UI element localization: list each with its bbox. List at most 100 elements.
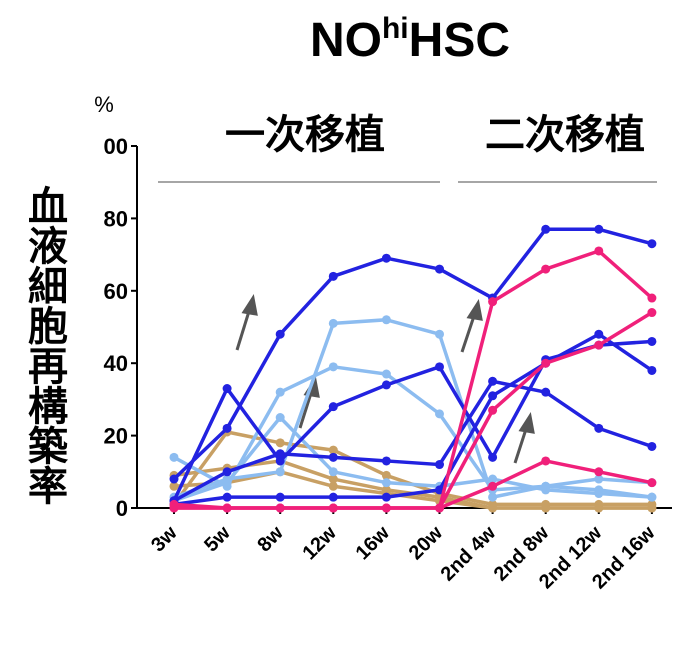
series <box>169 224 657 484</box>
data-point <box>647 503 657 513</box>
data-point <box>328 481 338 491</box>
data-point <box>275 503 285 513</box>
data-point <box>328 492 338 502</box>
data-point <box>647 365 657 375</box>
data-point <box>381 456 391 466</box>
data-point <box>381 369 391 379</box>
arrow-head <box>466 299 483 321</box>
data-point <box>275 492 285 502</box>
data-point <box>328 474 338 484</box>
series <box>169 362 657 495</box>
data-point <box>435 409 444 419</box>
annotation: 一次移植 <box>225 113 385 157</box>
data-point <box>328 445 338 455</box>
y-tick-label: 80 <box>104 206 128 231</box>
data-point <box>594 489 604 499</box>
data-point <box>328 503 338 513</box>
series-line <box>173 470 652 510</box>
data-point <box>169 481 179 491</box>
data-point <box>435 362 444 372</box>
data-point <box>381 492 391 502</box>
x-tick-label: 20w <box>405 522 448 565</box>
y-tick-label: 00 <box>104 134 128 159</box>
data-point <box>488 492 498 502</box>
data-point <box>381 380 391 390</box>
data-point <box>222 492 232 502</box>
data-point <box>381 253 391 263</box>
y-axis-label: 血液細胞再構築率 <box>22 185 68 505</box>
y-unit: % <box>94 92 114 117</box>
data-point <box>381 478 391 488</box>
data-point <box>275 387 285 397</box>
data-point <box>275 329 285 339</box>
data-point <box>541 456 551 466</box>
data-point <box>169 452 179 462</box>
data-point <box>541 387 551 397</box>
data-point <box>381 470 391 480</box>
data-point <box>594 224 604 234</box>
arrow-head <box>241 294 258 316</box>
data-point <box>488 376 498 386</box>
data-point <box>328 318 338 328</box>
data-point <box>541 224 551 234</box>
data-point <box>222 467 232 477</box>
data-point <box>275 413 285 422</box>
data-point <box>435 503 444 513</box>
title-part: hi <box>382 12 409 45</box>
data-point <box>275 467 285 477</box>
data-point <box>594 423 604 433</box>
data-point <box>222 423 232 433</box>
data-point <box>328 467 338 477</box>
data-point <box>169 474 179 484</box>
data-point <box>594 467 604 477</box>
data-point <box>222 478 232 488</box>
title-part: HSC <box>409 14 510 67</box>
data-point <box>541 503 551 513</box>
data-point <box>381 315 391 325</box>
arrow-head <box>518 412 535 434</box>
data-point <box>594 503 604 513</box>
series-line <box>172 227 653 481</box>
series-line <box>173 459 653 510</box>
chart-title: NOhiHSC <box>310 12 510 67</box>
data-point <box>488 391 498 401</box>
data-point <box>222 503 232 513</box>
data-point <box>275 456 285 466</box>
data-point <box>647 293 657 303</box>
data-point <box>541 358 551 368</box>
x-tick-label: 12w <box>299 522 342 565</box>
x-tick-label: 2nd 4w <box>437 522 501 586</box>
series-line <box>173 379 653 503</box>
data-point <box>435 264 444 274</box>
series-line <box>173 365 653 492</box>
data-point <box>435 329 444 339</box>
series-line <box>173 318 653 499</box>
data-point <box>488 405 498 415</box>
y-tick-label: 0 <box>116 496 128 521</box>
data-point <box>275 438 285 448</box>
data-point <box>222 384 232 394</box>
data-point <box>647 441 657 451</box>
x-tick-label: 3w <box>147 522 182 557</box>
series <box>169 456 657 513</box>
title-part: NO <box>310 14 382 67</box>
y-tick-label: 60 <box>104 279 128 304</box>
arrow <box>298 389 314 429</box>
data-point <box>647 478 657 488</box>
data-point <box>594 340 604 350</box>
data-point <box>594 474 604 484</box>
data-point <box>541 485 551 495</box>
data-point <box>328 271 338 281</box>
x-tick-label: 8w <box>253 522 288 557</box>
data-point <box>647 239 657 249</box>
data-point <box>328 362 338 372</box>
arrow <box>235 307 252 351</box>
data-point <box>541 264 551 274</box>
data-point <box>435 460 444 470</box>
data-point <box>435 485 444 495</box>
data-point <box>488 481 498 491</box>
series <box>169 376 657 506</box>
data-point <box>275 449 285 459</box>
data-point <box>328 402 338 412</box>
